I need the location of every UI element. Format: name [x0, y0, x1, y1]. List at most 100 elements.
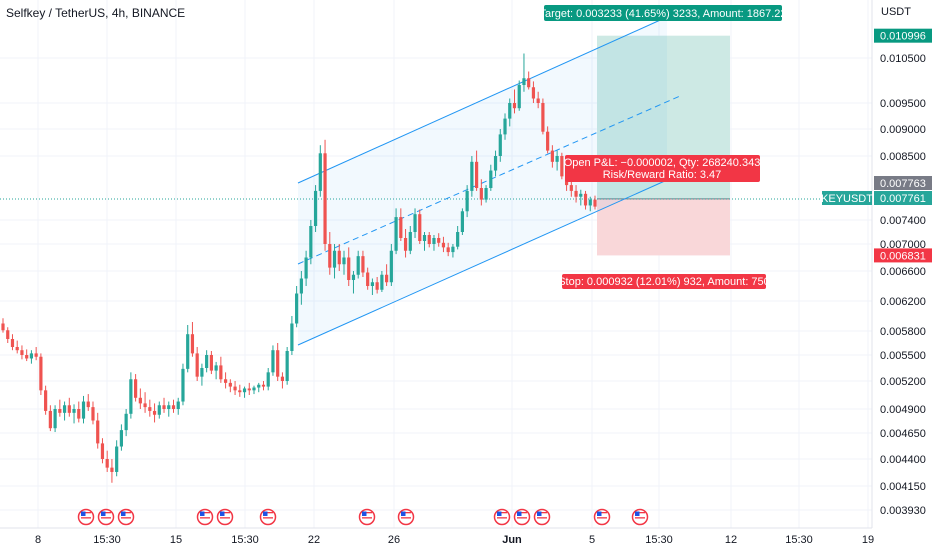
flag-stripe: [537, 514, 547, 516]
candle: [356, 250, 360, 279]
price-tick-label: 0.005200: [880, 376, 926, 388]
candle-body: [124, 413, 128, 431]
us-flag-icon[interactable]: [533, 508, 551, 526]
candle-body: [266, 372, 270, 387]
candle: [195, 347, 199, 381]
time-tick-label: 15:30: [231, 534, 259, 546]
candle: [460, 208, 464, 235]
flag-stripe: [81, 517, 91, 519]
candle-body: [394, 217, 398, 251]
candle: [375, 277, 379, 294]
candle-body: [129, 379, 133, 414]
candle-body: [115, 446, 119, 472]
candle: [72, 404, 76, 424]
candle: [129, 372, 133, 419]
candle: [394, 208, 398, 255]
candle-body: [517, 85, 521, 109]
candle: [313, 185, 318, 232]
flag-stripe: [497, 517, 507, 519]
price-axis-currency: USDT: [881, 6, 911, 18]
candle: [134, 374, 138, 402]
candle: [77, 401, 81, 423]
flag-stripe: [200, 517, 210, 519]
candle-body: [579, 193, 583, 197]
us-flag-icon[interactable]: [97, 508, 115, 526]
candle: [186, 325, 190, 373]
candle-body: [503, 118, 507, 135]
candle: [271, 345, 275, 376]
candle: [110, 459, 114, 483]
economic-events[interactable]: [77, 508, 649, 526]
flag-stripe: [81, 514, 91, 516]
flag-stripe: [81, 519, 91, 522]
candle: [546, 126, 550, 154]
candle: [200, 363, 204, 386]
flag-canton: [597, 511, 602, 516]
flag-canton: [81, 511, 86, 516]
candle-body: [148, 407, 152, 411]
candle-body: [271, 350, 275, 373]
us-flag-icon[interactable]: [77, 508, 95, 526]
us-flag-icon[interactable]: [397, 508, 415, 526]
flag-stripe: [517, 517, 527, 519]
us-flag-icon[interactable]: [493, 508, 511, 526]
candle: [34, 347, 38, 361]
candle-body: [508, 103, 512, 119]
candle: [290, 316, 294, 355]
candle: [479, 179, 483, 206]
candle-body: [162, 405, 166, 409]
candle-body: [6, 330, 10, 339]
price-tick-label: 0.004150: [880, 481, 926, 493]
price-tick-label: 0.004650: [880, 428, 926, 440]
candle-body: [536, 98, 540, 103]
flag-canton: [537, 511, 542, 516]
flag-stripe: [537, 519, 547, 522]
flag-ring: [77, 508, 95, 526]
us-flag-icon[interactable]: [358, 508, 376, 526]
candle-body: [555, 156, 559, 162]
us-flag-icon[interactable]: [259, 508, 277, 526]
candle-body: [44, 390, 48, 411]
candle: [399, 208, 403, 241]
candle: [498, 129, 502, 162]
flag-stripe: [597, 519, 607, 522]
flag-ring: [513, 508, 531, 526]
candle: [441, 236, 446, 253]
candle: [238, 384, 242, 397]
price-tick-label: 0.010500: [880, 53, 926, 65]
candle-body: [39, 356, 43, 391]
candle-body: [200, 368, 204, 377]
us-flag-icon[interactable]: [196, 508, 214, 526]
time-axis[interactable]: 8 15:30 15 15:30 22 26 Jun 5 15:30 12 15:30 19: [0, 527, 874, 546]
flag-stripe: [597, 512, 607, 514]
candle: [451, 244, 455, 258]
candle-body: [489, 170, 493, 188]
candle-body: [62, 405, 67, 413]
candle: [53, 405, 57, 433]
us-flag-icon[interactable]: [513, 508, 531, 526]
candle: [299, 271, 303, 305]
candle-body: [484, 188, 488, 200]
candle: [550, 145, 554, 168]
candle-body: [190, 334, 195, 354]
candle: [361, 250, 365, 277]
candlestick-series: [1, 53, 597, 483]
channel-lower-line[interactable]: [297, 179, 668, 346]
price-tick-label: 0.007000: [880, 239, 926, 251]
candle-body: [195, 353, 199, 377]
price-axis[interactable]: USDT 0.010500 0.009500 0.009000 0.008500 0.00…: [821, 0, 932, 550]
us-flag-icon[interactable]: [631, 508, 649, 526]
candle-body: [347, 257, 351, 280]
us-flag-icon[interactable]: [216, 508, 234, 526]
us-flag-icon[interactable]: [593, 508, 611, 526]
us-flag-icon[interactable]: [117, 508, 135, 526]
candle-body: [261, 384, 266, 387]
candle-body: [593, 199, 597, 207]
flag-stripe: [635, 517, 645, 519]
flag-stripe: [497, 514, 507, 516]
flag-stripe: [263, 519, 273, 522]
price-tick-label: 0.003930: [880, 505, 926, 517]
candle: [280, 372, 285, 389]
channel-upper-line[interactable]: [297, 16, 668, 184]
